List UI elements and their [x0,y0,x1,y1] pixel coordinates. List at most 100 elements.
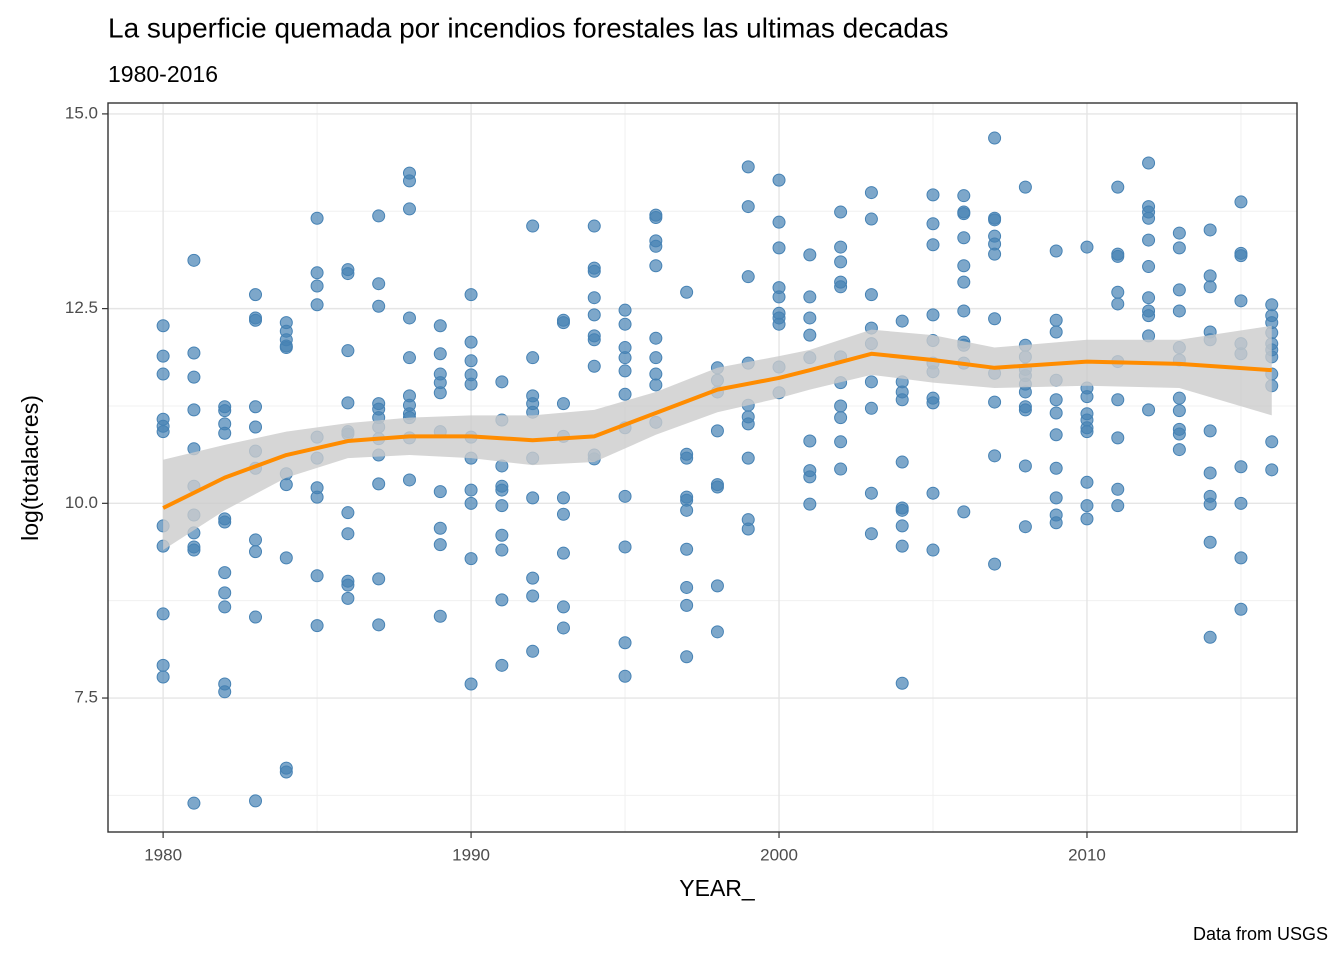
point [372,477,386,491]
point [249,794,263,808]
point [433,319,447,333]
point [834,435,848,449]
point [1049,244,1063,258]
point [957,505,971,519]
point [957,189,971,203]
point [526,589,540,603]
point [957,275,971,289]
point [556,491,570,505]
chart-subtitle: 1980-2016 [108,61,218,87]
point [741,200,755,214]
point [372,277,386,291]
point [988,557,1002,571]
point [587,359,601,373]
point [464,335,478,349]
x-tick-label: 1990 [452,845,490,864]
point [1234,294,1248,308]
point [618,364,632,378]
point [495,375,509,389]
point [895,539,909,553]
point [1080,425,1094,439]
point [587,291,601,305]
x-axis-title: YEAR_ [679,875,756,901]
point [649,378,663,392]
point [1111,482,1125,496]
point [1203,424,1217,438]
point [1111,297,1125,311]
point [310,298,324,312]
point [1111,499,1125,513]
point [618,317,632,331]
point [680,542,694,556]
point [710,625,724,639]
point [526,644,540,658]
point [1265,435,1279,449]
point [864,375,878,389]
point [710,579,724,593]
point [864,288,878,302]
point [895,455,909,469]
point [341,591,355,605]
point [156,425,170,439]
confidence-band [163,325,1272,551]
point [495,593,509,607]
point [1049,406,1063,420]
point [864,486,878,500]
point [341,267,355,281]
point [1018,459,1032,473]
point [433,347,447,361]
point [803,470,817,484]
point [895,503,909,517]
smooth-line [162,351,1272,510]
point [1172,304,1186,318]
point [772,215,786,229]
point [310,211,324,225]
point [310,619,324,633]
point [1265,298,1279,312]
point [187,253,201,267]
point [618,636,632,650]
point [1080,475,1094,489]
y-tick-label: 12.5 [65,298,98,317]
point [218,404,232,418]
point [1234,460,1248,474]
point [1049,313,1063,327]
point [803,434,817,448]
y-tick-label: 15.0 [65,103,98,122]
x-tick-label: 2010 [1068,845,1106,864]
point [803,290,817,304]
point [834,255,848,269]
point [803,328,817,342]
point [1080,390,1094,404]
point [988,312,1002,326]
point [341,396,355,410]
point [680,580,694,594]
point [680,650,694,664]
point [587,308,601,322]
point [803,248,817,262]
point [1080,512,1094,526]
point [556,397,570,411]
point [402,311,416,325]
point [618,669,632,683]
point [218,600,232,614]
point [1172,241,1186,255]
point [926,238,940,252]
point [1203,280,1217,294]
point [618,351,632,365]
point [957,231,971,245]
point [1172,283,1186,297]
point [218,515,232,529]
point [249,533,263,547]
point [464,288,478,302]
y-tick-label: 10.0 [65,493,98,512]
point [680,451,694,465]
point [1142,260,1156,274]
point [495,658,509,672]
point [772,290,786,304]
panel-border [107,102,1298,833]
point [249,610,263,624]
point [310,490,324,504]
point [279,478,293,492]
point [1142,309,1156,323]
